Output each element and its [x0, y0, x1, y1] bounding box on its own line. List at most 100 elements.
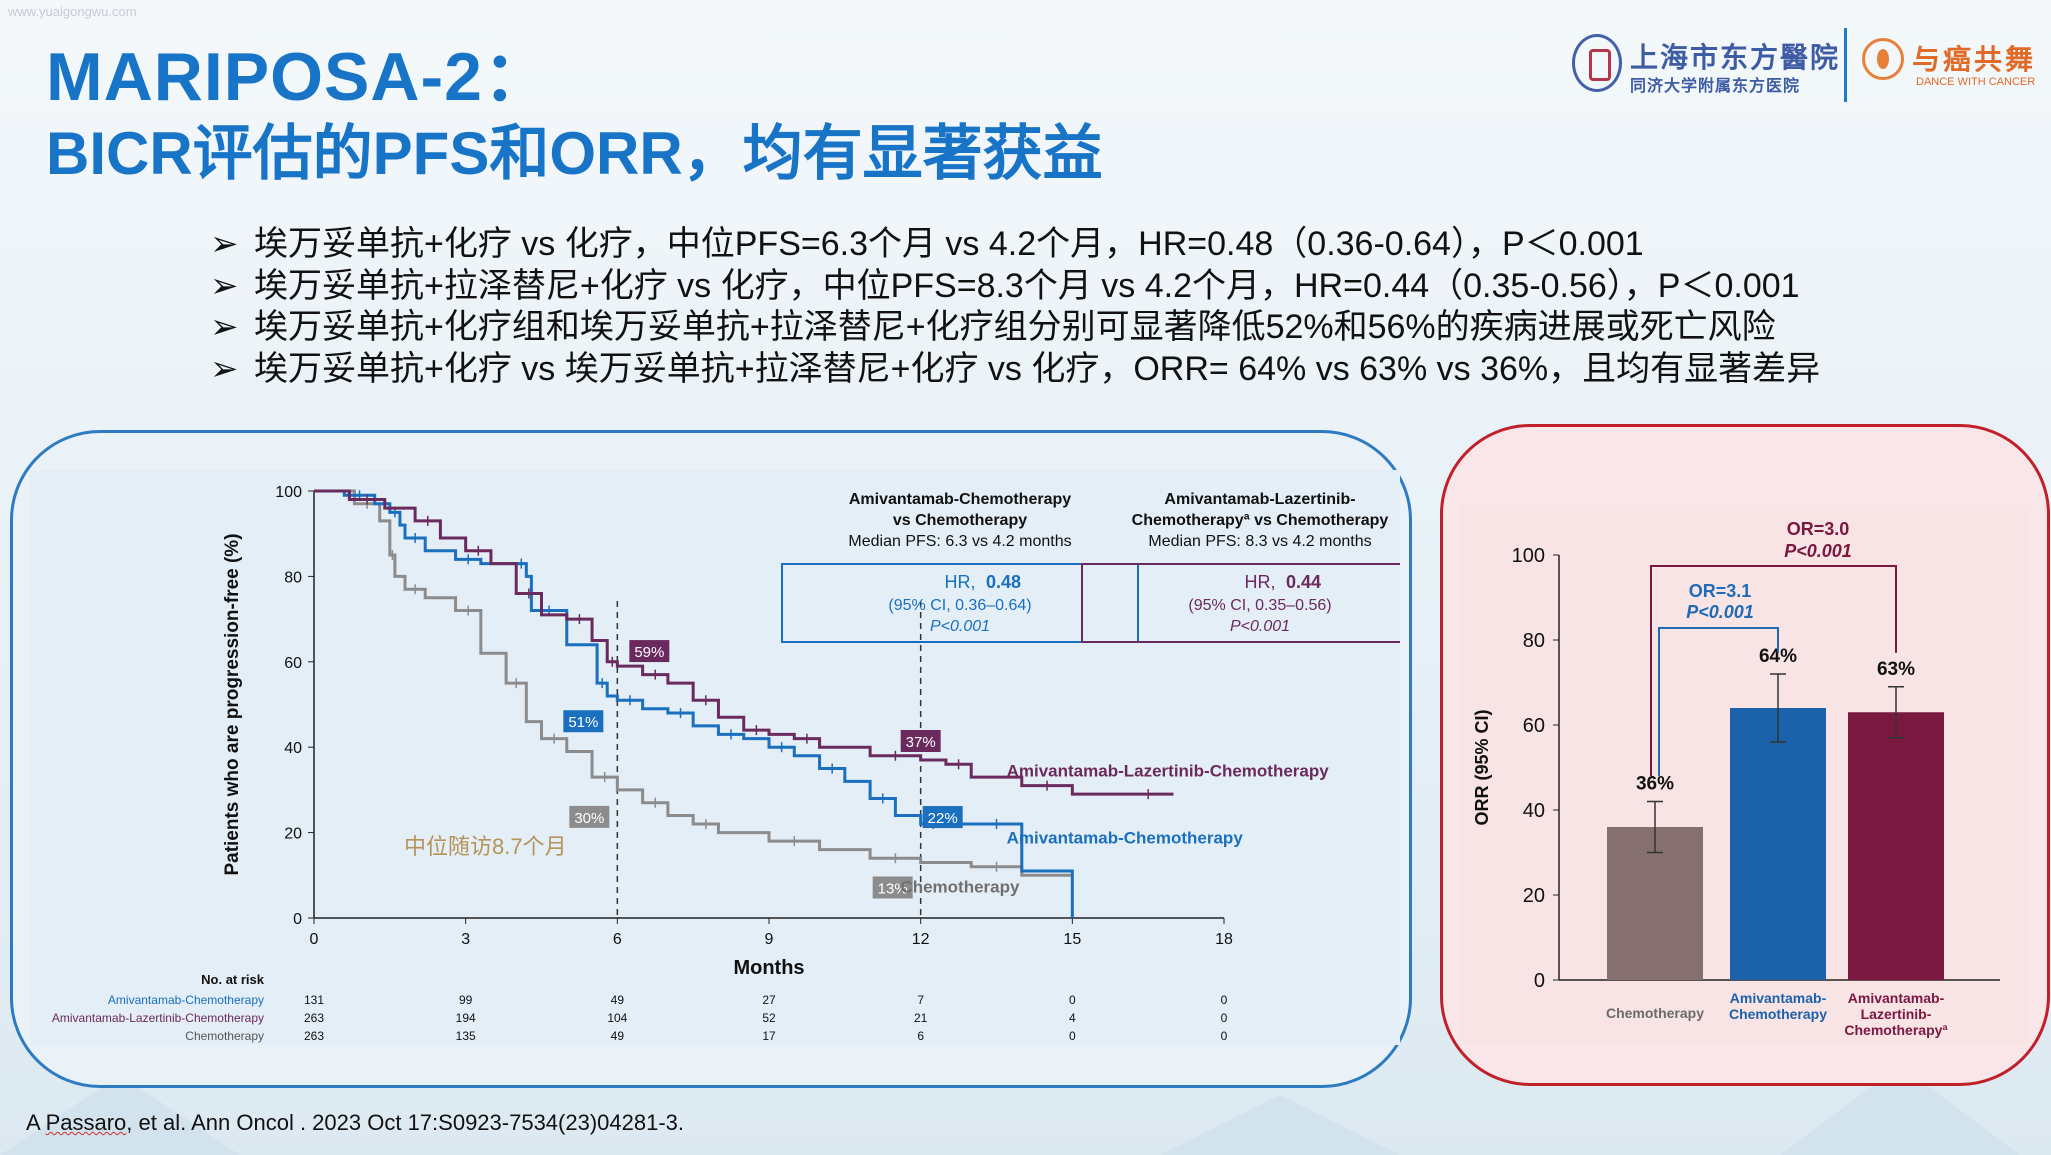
orr-y-tick-label: 20	[1523, 885, 1545, 907]
orr-category-label: Amivantamab-	[1730, 990, 1827, 1006]
km-x-tick-label: 6	[613, 931, 622, 948]
km-y-tick-label: 0	[293, 911, 302, 928]
dance-logo-name: 与癌共舞	[1912, 44, 2037, 75]
km-comparison2-median: Median PFS: 8.3 vs 4.2 months	[1148, 533, 1371, 550]
risk-table-value: 4	[1069, 1011, 1076, 1025]
km-landmark-label: 37%	[906, 734, 936, 751]
risk-table-value: 27	[762, 993, 776, 1007]
risk-table-value: 17	[762, 1029, 776, 1043]
finding-text: 埃万妥单抗+化疗组和埃万妥单抗+拉泽替尼+化疗组分别可显著降低52%和56%的疾…	[254, 308, 1776, 346]
km-y-tick-label: 100	[275, 484, 302, 501]
orr-comparison2-bracket	[1650, 565, 1897, 776]
km-y-tick-label: 20	[284, 826, 302, 843]
risk-table-value: 52	[762, 1011, 776, 1025]
risk-table-value: 0	[1221, 1029, 1228, 1043]
km-landmark-label-bg	[563, 710, 604, 733]
km-hr1-value: 0.48	[986, 572, 1021, 592]
risk-table-value: 6	[917, 1029, 924, 1043]
finding-item: ➢ 埃万妥单抗+化疗组和埃万妥单抗+拉泽替尼+化疗组分别可显著降低52%和56%的…	[210, 307, 1820, 349]
orr-category-label: Amivantamab-	[1848, 990, 1945, 1006]
km-series-label: Amivantamab-Chemotherapy	[1007, 828, 1244, 847]
km-chart-background	[30, 470, 1400, 1045]
risk-table-value: 49	[611, 1029, 625, 1043]
logo-bar: 上海市东方醫院 同济大学附属东方医院 与癌共舞 DANCE WITH CANCE…	[1566, 28, 2036, 102]
orr-bar-chart: 0 20 40 60 80 100 ORR (95% CI) 36% Chemotherapy 6…	[1460, 505, 2030, 1045]
km-x-tick-label: 0	[310, 931, 319, 948]
km-x-tick-label: 9	[765, 931, 774, 948]
orr-y-tick-label: 80	[1523, 630, 1545, 652]
hospital-logo-name: 上海市东方醫院	[1630, 41, 1841, 74]
risk-table-value: 104	[607, 1011, 627, 1025]
dance-with-cancer-icon	[1862, 38, 1904, 80]
arrow-bullet-icon: ➢	[210, 225, 239, 263]
finding-item: ➢ 埃万妥单抗+拉泽替尼+化疗 vs 化疗，中位PFS=8.3个月 vs 4.2个…	[210, 266, 1820, 308]
key-findings-list: ➢ 埃万妥单抗+化疗 vs 化疗，中位PFS=6.3个月 vs 4.2个月，HR=…	[210, 224, 1820, 390]
km-landmark-label: 22%	[928, 810, 958, 827]
hospital-logo-subtitle: 同济大学附属东方医院	[1630, 78, 1801, 95]
km-hr2-p: P<0.001	[1230, 618, 1290, 635]
km-landmark-label-bg	[629, 640, 670, 663]
orr-y-tick-label: 100	[1512, 545, 1545, 567]
km-comparison2-header: Chemotherapyª vs Chemotherapy	[1132, 512, 1389, 529]
orr-y-tick-label: 60	[1523, 715, 1545, 737]
km-landmark-label-bg	[900, 730, 941, 753]
orr-value-label: 64%	[1759, 646, 1797, 667]
finding-item: ➢ 埃万妥单抗+化疗 vs 埃万妥单抗+拉泽替尼+化疗 vs 化疗，ORR= 64…	[210, 349, 1820, 391]
arrow-bullet-icon: ➢	[210, 308, 239, 346]
risk-table-value: 263	[304, 1011, 324, 1025]
watermark-text: www.yuaigongwu.com	[8, 4, 137, 19]
finding-text: 埃万妥单抗+拉泽替尼+化疗 vs 化疗，中位PFS=8.3个月 vs 4.2个月…	[254, 266, 1800, 305]
km-hr2-label: HR,	[1245, 572, 1276, 592]
km-hr2-value: 0.44	[1286, 572, 1321, 592]
km-landmark-label-bg	[569, 805, 610, 828]
risk-table-row-label: Amivantamab-Chemotherapy	[108, 993, 264, 1007]
risk-table-value: 0	[1221, 1011, 1228, 1025]
orr-bar	[1730, 708, 1826, 980]
km-curve-series	[314, 489, 1073, 877]
orr-y-tick-label: 40	[1523, 800, 1545, 822]
km-hr1-ci: (95% CI, 0.36–0.64)	[888, 597, 1031, 614]
km-y-tick-label: 40	[284, 740, 302, 757]
km-comparison1-header: Amivantamab-Chemotherapy	[849, 491, 1071, 508]
km-landmark-label: 59%	[634, 644, 664, 661]
risk-table-value: 7	[917, 993, 924, 1007]
orr-comparison2-or: OR=3.0	[1787, 519, 1850, 539]
km-landmark-label: 13%	[878, 880, 908, 897]
finding-text: 埃万妥单抗+化疗 vs 化疗，中位PFS=6.3个月 vs 4.2个月，HR=0…	[254, 225, 1644, 263]
orr-category-label: Chemotherapyª	[1844, 1022, 1948, 1038]
km-series-label: Chemotherapy	[900, 877, 1020, 896]
risk-table-title: No. at risk	[201, 972, 265, 987]
km-x-axis-title: Months	[733, 957, 804, 979]
orr-value-label: 36%	[1636, 774, 1674, 795]
orr-category-label: Chemotherapy	[1606, 1005, 1704, 1021]
risk-table-value: 21	[914, 1011, 928, 1025]
logo-divider	[1844, 28, 1847, 102]
km-hr1-p: P<0.001	[930, 618, 990, 635]
km-hr1-label: HR,	[945, 572, 976, 592]
orr-category-label: Lazertinib-	[1861, 1006, 1932, 1022]
km-x-tick-label: 15	[1063, 931, 1081, 948]
risk-table-value: 0	[1069, 1029, 1076, 1043]
citation-rest: , et al. Ann Oncol . 2023 Oct 17:S0923-7…	[126, 1110, 685, 1135]
finding-text: 埃万妥单抗+化疗 vs 埃万妥单抗+拉泽替尼+化疗 vs 化疗，ORR= 64%…	[254, 349, 1821, 388]
orr-y-tick-label: 0	[1534, 970, 1545, 992]
km-comparison1-header: vs Chemotherapy	[893, 512, 1027, 529]
slide-title-line2: BICR评估的PFS和ORR，均有显著获益	[46, 119, 1103, 187]
km-comparison1-median: Median PFS: 6.3 vs 4.2 months	[848, 533, 1071, 550]
mountain-decoration	[1160, 1095, 1400, 1155]
km-series-label: Amivantamab-Lazertinib-Chemotherapy	[1007, 761, 1330, 780]
orr-comparison2-p: P<0.001	[1784, 541, 1852, 561]
km-hr2-box	[1081, 563, 1400, 643]
km-y-axis-title: Patients who are progression-free (%)	[222, 533, 243, 875]
km-landmark-label-bg	[922, 806, 963, 829]
km-hr2-ci: (95% CI, 0.35–0.56)	[1188, 597, 1331, 614]
km-landmark-label-bg	[872, 876, 913, 899]
risk-table-row-label: Amivantamab-Lazertinib-Chemotherapy	[52, 1011, 264, 1025]
km-comparison2-header: Amivantamab-Lazertinib-	[1164, 491, 1355, 508]
risk-table-value: 49	[611, 993, 625, 1007]
km-followup-note: 中位随访8.7个月	[404, 834, 567, 859]
km-hr1-box	[781, 563, 1139, 643]
dance-logo-subtitle: DANCE WITH CANCER	[1916, 76, 2036, 88]
mountain-decoration	[0, 1075, 240, 1155]
slide-title-line1: MARIPOSA-2：	[46, 39, 552, 115]
